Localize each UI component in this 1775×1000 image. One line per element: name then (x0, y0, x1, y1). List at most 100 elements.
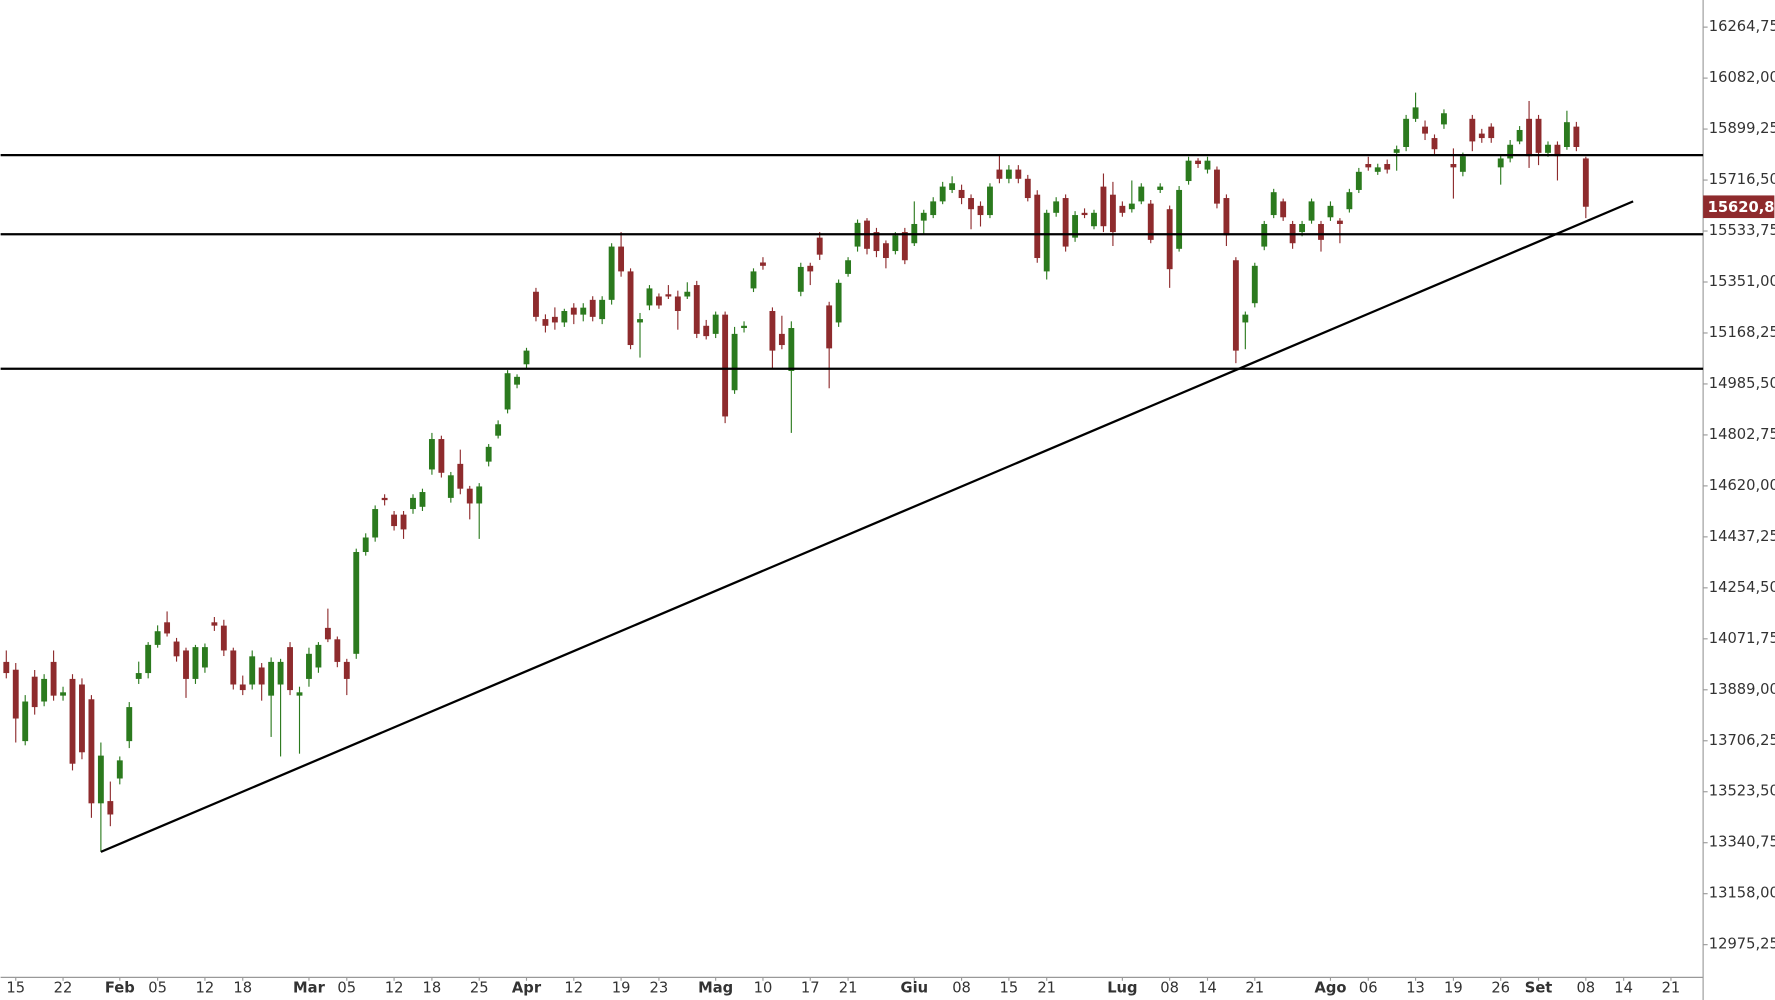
y-tick-label: 16082,00 (1709, 69, 1775, 86)
candle-body (712, 314, 719, 334)
candle-body (164, 622, 171, 634)
candle-body (1403, 118, 1410, 147)
candle-body (1242, 314, 1249, 323)
candle-body (589, 299, 596, 317)
candle-body (353, 552, 360, 654)
candle-body (1005, 169, 1012, 179)
candle-body (1535, 118, 1542, 153)
candle-body (533, 291, 539, 317)
candle-body (1488, 126, 1495, 139)
x-month-label: Giu (901, 980, 929, 997)
candle-body (438, 439, 445, 473)
candle-body (391, 514, 398, 527)
candle-body (1157, 186, 1164, 190)
candle-body (50, 661, 57, 696)
candle-body (1223, 198, 1230, 236)
x-tick-label: 08 (1576, 980, 1595, 997)
candle-body (3, 661, 10, 674)
candle-body (466, 488, 473, 504)
candle-body (570, 307, 577, 315)
candle-body (845, 260, 852, 274)
candle-body (97, 755, 104, 804)
candle-body (788, 328, 795, 371)
y-tick-label: 13523,50 (1709, 783, 1775, 800)
candle-body (1450, 164, 1457, 168)
candle-body (1270, 192, 1277, 216)
y-tick-label: 14437,25 (1709, 528, 1775, 545)
x-tick-label: 21 (839, 980, 858, 997)
x-tick-label: 18 (233, 980, 252, 997)
candle-body (268, 661, 275, 696)
candle-body (1128, 203, 1135, 210)
y-tick-label: 14620,00 (1709, 477, 1775, 494)
candle-body (1384, 164, 1391, 170)
candle-body (939, 186, 946, 202)
y-tick-label: 14985,50 (1709, 375, 1775, 392)
trend-line (100, 200, 1634, 853)
candle-body (362, 537, 369, 553)
y-tick-label: 15716,50 (1709, 171, 1775, 188)
candle-body (31, 676, 38, 708)
candle-body (1545, 144, 1551, 153)
candle-body (1526, 118, 1533, 157)
candle-body (1393, 149, 1400, 153)
candle-body (1232, 260, 1239, 351)
candle-body (674, 296, 681, 312)
x-tick-label: 18 (423, 980, 442, 997)
candle-body (1072, 215, 1079, 238)
y-tick-label: 14071,75 (1709, 630, 1775, 647)
candle-body (410, 497, 416, 510)
candle-body (1024, 178, 1031, 199)
candle-body (277, 661, 284, 685)
x-tick-label: 12 (196, 980, 215, 997)
candle-body (343, 661, 350, 679)
x-tick-label: 17 (801, 980, 820, 997)
y-tick-label: 15168,25 (1709, 324, 1775, 341)
candle-body (1166, 209, 1173, 270)
y-tick-label: 14802,75 (1709, 426, 1775, 443)
x-tick-label: 26 (1491, 980, 1510, 997)
candle-body (693, 285, 700, 334)
candle-body (154, 631, 161, 645)
candle-body (1573, 126, 1580, 147)
x-tick-label: 22 (54, 980, 73, 997)
x-tick-label: 15 (6, 980, 25, 997)
candle-body (1365, 164, 1372, 168)
candle-body (126, 707, 133, 742)
y-tick-label: 15899,25 (1709, 120, 1775, 137)
candle-body (807, 265, 814, 272)
candle-body (901, 232, 908, 261)
candle-body (476, 486, 483, 504)
candle-body (987, 186, 993, 216)
y-tick-label: 13340,75 (1709, 834, 1775, 851)
candle-body (1138, 186, 1145, 202)
candle-body (1176, 189, 1183, 249)
candle-body (1563, 122, 1570, 147)
candle-body (1214, 169, 1220, 204)
candle-body (1516, 129, 1523, 142)
candle-body (447, 475, 454, 498)
candle-body (760, 262, 766, 266)
last-price-label: 15620,80 (1708, 199, 1775, 216)
x-tick-label: 05 (148, 980, 167, 997)
x-month-label: Ago (1314, 980, 1346, 997)
candle-body (1497, 158, 1504, 168)
candle-body (750, 271, 757, 289)
x-tick-label: 08 (952, 980, 971, 997)
x-month-label: Lug (1107, 980, 1137, 997)
candle-body (107, 801, 114, 815)
x-tick-label: 21 (1037, 980, 1056, 997)
y-tick-label: 13158,00 (1709, 885, 1775, 902)
candle-body (958, 189, 965, 199)
candle-body (561, 311, 568, 323)
candle-body (731, 333, 738, 391)
x-tick-label: 06 (1359, 980, 1378, 997)
candle-body (892, 235, 899, 252)
candle-body (1043, 212, 1050, 272)
candle-body (684, 291, 691, 297)
candle-body (1318, 223, 1324, 240)
candle-body (816, 237, 823, 255)
candle-body (324, 627, 331, 640)
x-month-label: Apr (512, 980, 542, 997)
candle-body (258, 667, 265, 685)
